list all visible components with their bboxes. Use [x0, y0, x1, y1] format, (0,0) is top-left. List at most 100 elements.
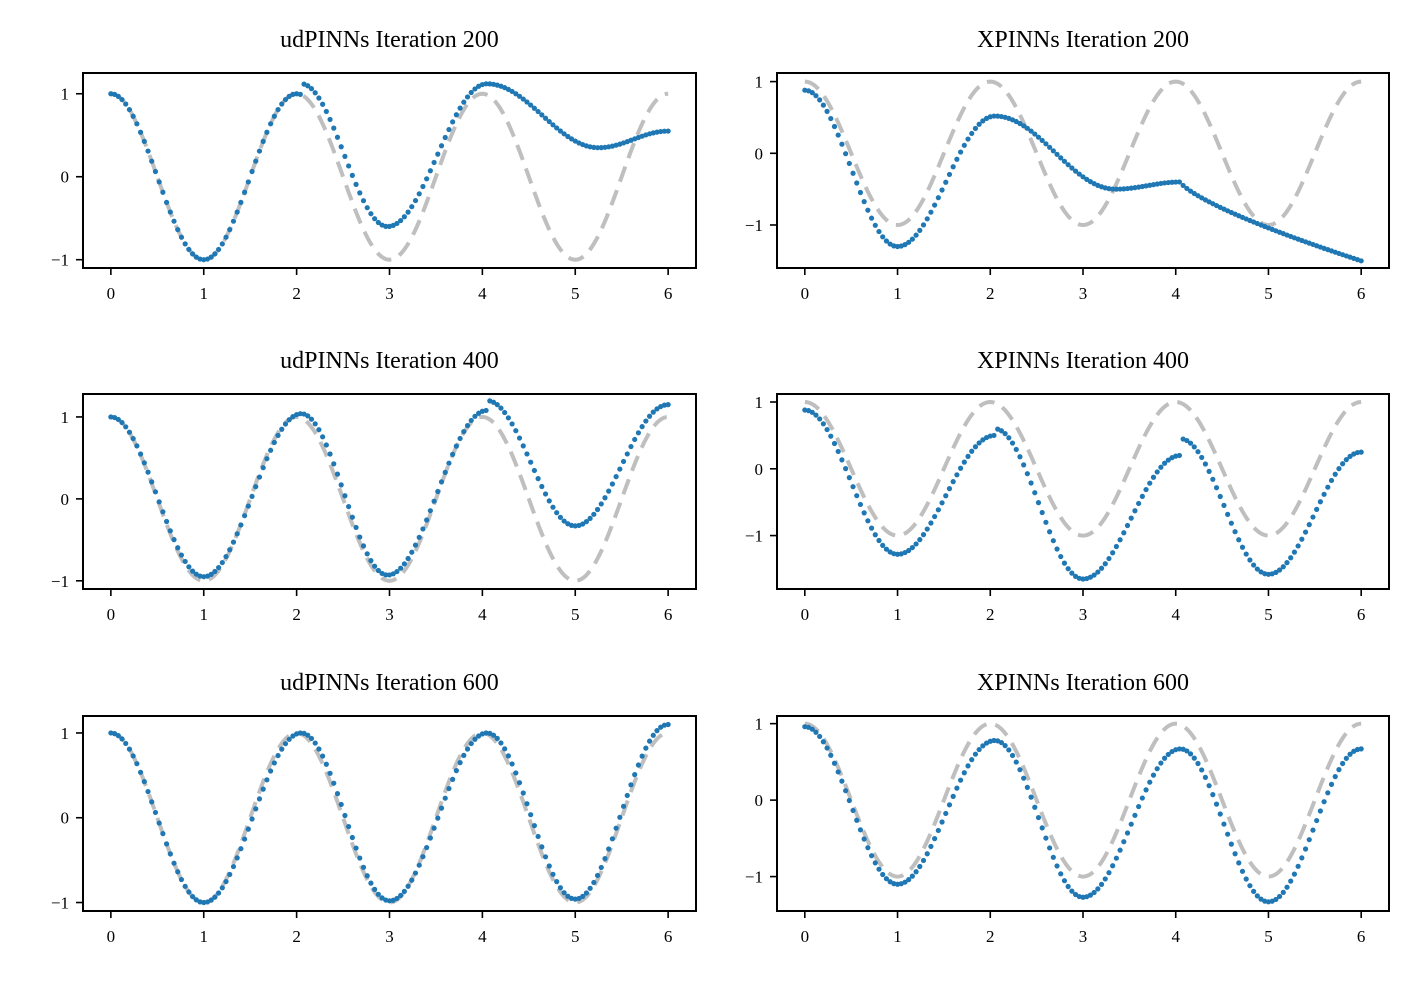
data-point	[1091, 572, 1097, 578]
data-point	[227, 871, 233, 878]
data-point	[654, 728, 660, 734]
data-point	[242, 513, 248, 519]
data-point	[917, 863, 923, 870]
y-tick-label: 0	[755, 460, 764, 479]
x-tick-label: 6	[664, 605, 673, 624]
data-point	[208, 571, 214, 577]
x-tick-label: 3	[1079, 284, 1088, 303]
data-point	[149, 158, 155, 164]
x-tick-label: 2	[292, 927, 301, 946]
data-point	[1343, 457, 1349, 463]
data-point	[920, 222, 927, 228]
data-point	[902, 242, 908, 248]
data-point	[1058, 155, 1064, 161]
data-point	[520, 790, 526, 796]
subplot-title: XPINNs Iteration 200	[977, 27, 1189, 53]
data-point	[976, 440, 982, 446]
data-point	[606, 846, 612, 852]
data-point	[509, 761, 515, 767]
x-tick-label: 2	[986, 605, 995, 624]
x-tick-label: 4	[1171, 284, 1180, 303]
reference-curve	[804, 79, 1362, 227]
data-point	[1028, 480, 1034, 486]
data-point	[126, 746, 133, 752]
x-tick-label: 1	[199, 284, 208, 303]
data-point	[1317, 499, 1323, 505]
data-point	[920, 532, 927, 538]
data-point	[175, 869, 181, 875]
subplot-title: udPINNs Iteration 600	[280, 670, 499, 696]
data-point	[565, 133, 571, 140]
x-tick-label: 6	[1357, 927, 1366, 946]
data-point	[1154, 766, 1160, 772]
data-point	[308, 86, 315, 92]
data-point	[1054, 863, 1060, 869]
data-point	[178, 552, 185, 558]
data-point	[828, 115, 834, 122]
data-point	[1117, 847, 1123, 853]
data-point	[1347, 453, 1353, 459]
data-point	[998, 739, 1005, 746]
data-point	[1210, 792, 1216, 798]
x-tick-label: 5	[571, 605, 580, 624]
data-point	[1128, 515, 1134, 521]
data-point	[461, 99, 467, 105]
data-point	[516, 93, 523, 99]
data-point	[954, 156, 960, 162]
x-tick-label: 2	[986, 927, 995, 946]
data-point	[913, 232, 919, 238]
data-point	[1021, 123, 1027, 129]
data-point	[602, 495, 608, 501]
data-point	[817, 733, 823, 740]
data-point	[632, 772, 638, 778]
data-point	[868, 525, 875, 531]
data-point	[182, 558, 188, 565]
y-tick-label: 1	[61, 85, 70, 104]
data-point	[613, 825, 619, 831]
data-point	[1221, 821, 1227, 827]
data-point	[167, 528, 173, 534]
data-point	[163, 199, 170, 205]
data-point	[286, 736, 292, 742]
prediction-series	[108, 398, 671, 580]
x-tick-label: 4	[478, 605, 487, 624]
data-point	[123, 740, 129, 747]
data-point	[872, 222, 878, 228]
data-point	[1213, 801, 1220, 807]
data-point	[464, 746, 471, 752]
data-point	[820, 421, 826, 427]
data-point	[1310, 514, 1316, 520]
data-point	[913, 869, 919, 875]
data-point	[643, 745, 649, 751]
y-tick-label: 1	[755, 73, 764, 92]
data-point	[282, 421, 289, 427]
data-point	[137, 769, 144, 775]
data-point	[1035, 134, 1042, 140]
x-tick-label: 6	[664, 284, 673, 303]
data-point	[1043, 519, 1049, 525]
data-point	[208, 254, 214, 260]
data-point	[587, 885, 593, 891]
data-point	[156, 179, 162, 185]
data-point	[435, 488, 441, 495]
data-point	[1332, 774, 1338, 780]
data-point	[950, 479, 956, 485]
data-point	[1028, 794, 1034, 800]
data-point	[639, 753, 645, 759]
data-point	[809, 90, 815, 96]
data-point	[464, 422, 471, 429]
data-point	[1150, 772, 1157, 778]
data-point	[1035, 500, 1042, 506]
data-point	[932, 513, 938, 520]
data-point	[1006, 747, 1012, 753]
data-point	[245, 826, 251, 832]
x-tick-label: 2	[292, 284, 301, 303]
data-point	[1035, 814, 1042, 821]
data-point	[880, 542, 886, 548]
data-point	[554, 879, 560, 885]
data-point	[1039, 509, 1045, 516]
data-point	[446, 126, 452, 133]
data-point	[238, 199, 244, 205]
data-point	[839, 141, 845, 147]
data-point	[539, 483, 545, 490]
